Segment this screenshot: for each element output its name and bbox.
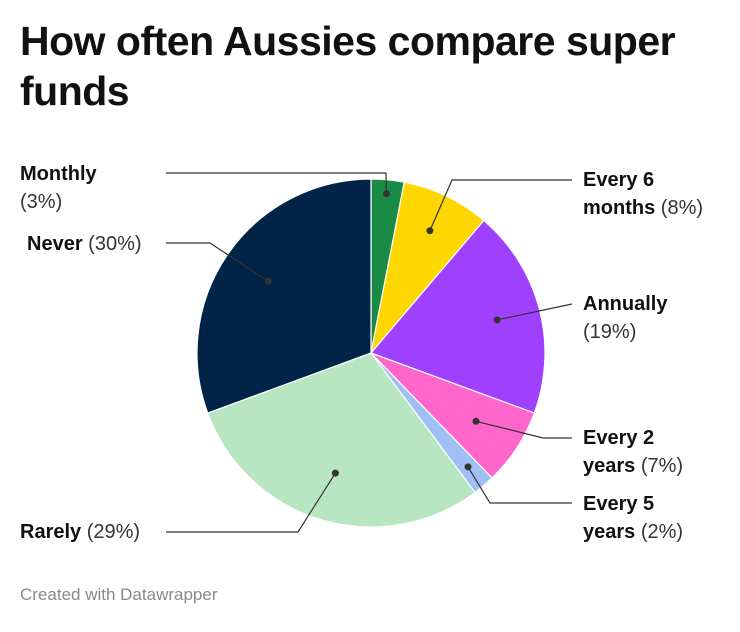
- label-every-5-years-line2: years: [583, 521, 636, 543]
- leader-dot-never: [264, 277, 272, 285]
- label-every-6-months-line2: months: [583, 197, 656, 219]
- leader-dot-every-2-years: [472, 417, 480, 425]
- leader-line-every-2-years: [475, 420, 572, 439]
- label-annually-value: (19%): [583, 321, 637, 343]
- label-annually: Annually (19%): [583, 290, 667, 346]
- label-never: Never (30%): [27, 230, 142, 258]
- label-every-5-years: Every 5 years (2%): [583, 490, 683, 546]
- label-every-2-years-line2: years: [583, 455, 636, 477]
- page-title: How often Aussies compare super funds: [20, 18, 676, 114]
- leader-dot-every-5-years: [464, 463, 472, 471]
- label-rarely-value: (29%): [86, 521, 141, 543]
- leader-line-every-6-months: [429, 179, 572, 231]
- leader-dot-rarely: [331, 469, 339, 477]
- label-annually-name: Annually: [583, 293, 668, 315]
- leader-line-every-5-years: [467, 466, 572, 504]
- leader-line-monthly: [166, 172, 387, 194]
- pie-slice-never: [196, 178, 372, 414]
- leader-line-never: [166, 242, 269, 282]
- leader-line-annually: [497, 303, 573, 321]
- label-monthly-value: (3%): [20, 191, 63, 213]
- leader-dot-monthly: [382, 190, 390, 198]
- label-monthly: Monthly (3%): [20, 160, 97, 216]
- pie-slice-annually: [369, 219, 546, 414]
- label-rarely: Rarely (29%): [20, 518, 140, 546]
- label-every-5-years-line1: Every 5: [583, 493, 655, 515]
- pie-slices: [196, 178, 546, 528]
- leader-dot-every-6-months: [426, 227, 434, 235]
- label-every-6-months: Every 6 months (8%): [583, 166, 703, 222]
- label-every-5-years-value: (2%): [640, 521, 684, 543]
- pie-slice-rarely: [206, 352, 476, 528]
- label-every-6-months-line1: Every 6: [583, 169, 655, 191]
- leader-lines: [166, 172, 573, 533]
- pie-slice-every-6-months: [369, 181, 485, 356]
- label-every-2-years: Every 2 years (7%): [583, 424, 683, 480]
- leader-line-rarely: [166, 472, 336, 533]
- label-every-6-months-value: (8%): [660, 197, 704, 219]
- label-rarely-name: Rarely: [20, 521, 82, 543]
- label-every-2-years-line1: Every 2: [583, 427, 655, 449]
- label-every-2-years-value: (7%): [640, 455, 684, 477]
- label-never-value: (30%): [88, 233, 142, 255]
- footer-credit: Created with Datawrapper: [20, 585, 218, 604]
- leader-dot-annually: [493, 316, 501, 324]
- label-never-name: Never: [27, 233, 83, 255]
- label-monthly-name: Monthly: [20, 163, 97, 185]
